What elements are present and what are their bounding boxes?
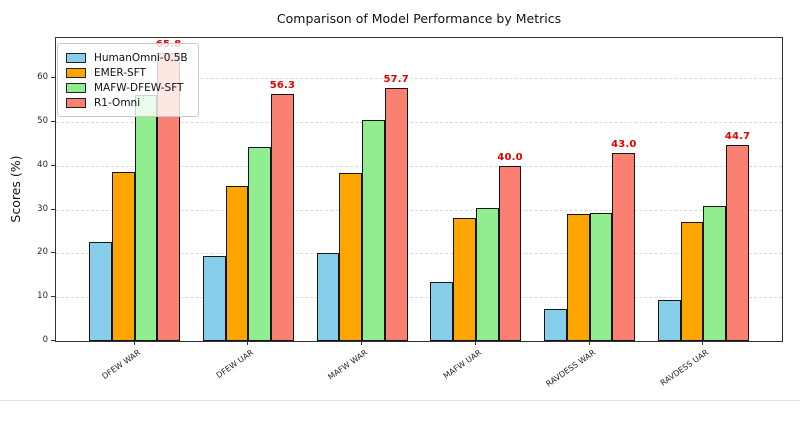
bar-emer-sft-4 bbox=[566, 214, 590, 341]
bar-emer-sft-1 bbox=[225, 186, 249, 341]
gridline-30 bbox=[56, 209, 782, 211]
y-tick-label: 40 bbox=[37, 159, 48, 170]
bar-mafw-dfew-sft-2 bbox=[362, 120, 385, 341]
bar-r1-omni-1 bbox=[271, 94, 294, 341]
bar-r1-omni-2 bbox=[384, 88, 408, 341]
gridline-50 bbox=[56, 122, 782, 124]
gridline-20 bbox=[56, 253, 782, 255]
x-tick-label: DFEW UAR bbox=[214, 348, 256, 381]
bar-value-label: 40.0 bbox=[497, 151, 523, 163]
legend-item-emer-sft: EMER-SFT bbox=[66, 65, 188, 80]
bar-value-label: 56.3 bbox=[269, 80, 296, 92]
legend-item-label: EMER-SFT bbox=[94, 66, 146, 79]
bar-mafw-dfew-sft-1 bbox=[248, 147, 272, 341]
bar-value-label: 44.7 bbox=[724, 131, 751, 143]
y-tick-mark bbox=[51, 296, 55, 298]
bar-mafw-dfew-sft-0 bbox=[134, 95, 158, 341]
legend-item-mafw-dfew-sft: MAFW-DFEW-SFT bbox=[66, 80, 188, 95]
legend-swatch-icon bbox=[66, 67, 86, 78]
bar-value-label: 57.7 bbox=[383, 74, 409, 86]
x-tick-label: MAFW UAR bbox=[441, 348, 484, 381]
bar-emer-sft-0 bbox=[111, 171, 135, 341]
bar-r1-omni-4 bbox=[612, 152, 636, 341]
bar-mafw-dfew-sft-3 bbox=[475, 207, 499, 341]
y-tick-label: 30 bbox=[37, 203, 48, 214]
x-tick-mark bbox=[133, 341, 135, 345]
legend-item-label: MAFW-DFEW-SFT bbox=[94, 81, 184, 94]
gridline-10 bbox=[56, 297, 782, 299]
y-tick-mark bbox=[51, 121, 55, 123]
x-tick-label: RAVDESS UAR bbox=[659, 348, 711, 388]
bar-emer-sft-5 bbox=[680, 221, 704, 341]
y-tick-mark bbox=[51, 164, 55, 166]
x-tick-label: RAVDESS WAR bbox=[544, 348, 597, 389]
y-tick-mark bbox=[51, 77, 55, 79]
bar-r1-omni-3 bbox=[498, 165, 522, 341]
x-tick-mark bbox=[247, 341, 249, 345]
plot-area: 65.856.357.740.043.044.7 bbox=[55, 37, 783, 342]
y-tick-mark bbox=[51, 208, 55, 210]
x-tick-label: MAFW WAR bbox=[326, 348, 370, 382]
legend: HumanOmni-0.5B EMER-SFT MAFW-DFEW-SFT R1-Om… bbox=[57, 43, 199, 117]
bar-value-label: 43.0 bbox=[611, 138, 637, 150]
legend-item-humanomni-0-5b: HumanOmni-0.5B bbox=[66, 50, 188, 65]
bar-humanomni-0-5b-1 bbox=[202, 256, 226, 341]
legend-swatch-icon bbox=[66, 52, 86, 63]
x-tick-mark bbox=[588, 341, 590, 345]
bar-mafw-dfew-sft-4 bbox=[589, 212, 613, 341]
bar-humanomni-0-5b-0 bbox=[89, 242, 112, 341]
x-tick-mark bbox=[361, 341, 363, 345]
y-tick-label: 20 bbox=[37, 247, 48, 258]
bar-humanomni-0-5b-3 bbox=[430, 281, 454, 341]
legend-swatch-icon bbox=[66, 82, 86, 93]
bar-chart-figure: Comparison of Model Performance by Metri… bbox=[0, 11, 800, 401]
y-tick-mark bbox=[51, 340, 55, 341]
bar-emer-sft-3 bbox=[453, 218, 476, 341]
gridline-40 bbox=[56, 165, 782, 167]
y-tick-mark bbox=[51, 252, 55, 254]
bottom-divider bbox=[0, 400, 800, 401]
x-tick-mark bbox=[474, 341, 476, 345]
x-tick-label: DFEW WAR bbox=[99, 348, 142, 382]
legend-item-label: R1-Omni bbox=[94, 96, 141, 109]
gridline-60 bbox=[56, 78, 782, 80]
y-tick-label: 60 bbox=[37, 72, 48, 83]
y-tick-label: 10 bbox=[37, 291, 48, 302]
bar-humanomni-0-5b-4 bbox=[544, 309, 567, 341]
chart-title: Comparison of Model Performance by Metri… bbox=[276, 11, 562, 26]
bar-mafw-dfew-sft-5 bbox=[703, 206, 727, 341]
y-tick-label: 0 bbox=[42, 335, 48, 345]
bar-humanomni-0-5b-2 bbox=[316, 252, 340, 341]
y-tick-label: 50 bbox=[37, 116, 48, 127]
bar-r1-omni-5 bbox=[726, 145, 749, 341]
legend-item-label: HumanOmni-0.5B bbox=[94, 51, 188, 64]
bar-emer-sft-2 bbox=[339, 172, 363, 341]
x-tick-mark bbox=[702, 341, 704, 345]
legend-item-r1-omni: R1-Omni bbox=[66, 95, 188, 110]
legend-swatch-icon bbox=[66, 97, 86, 108]
bar-humanomni-0-5b-5 bbox=[657, 299, 681, 341]
